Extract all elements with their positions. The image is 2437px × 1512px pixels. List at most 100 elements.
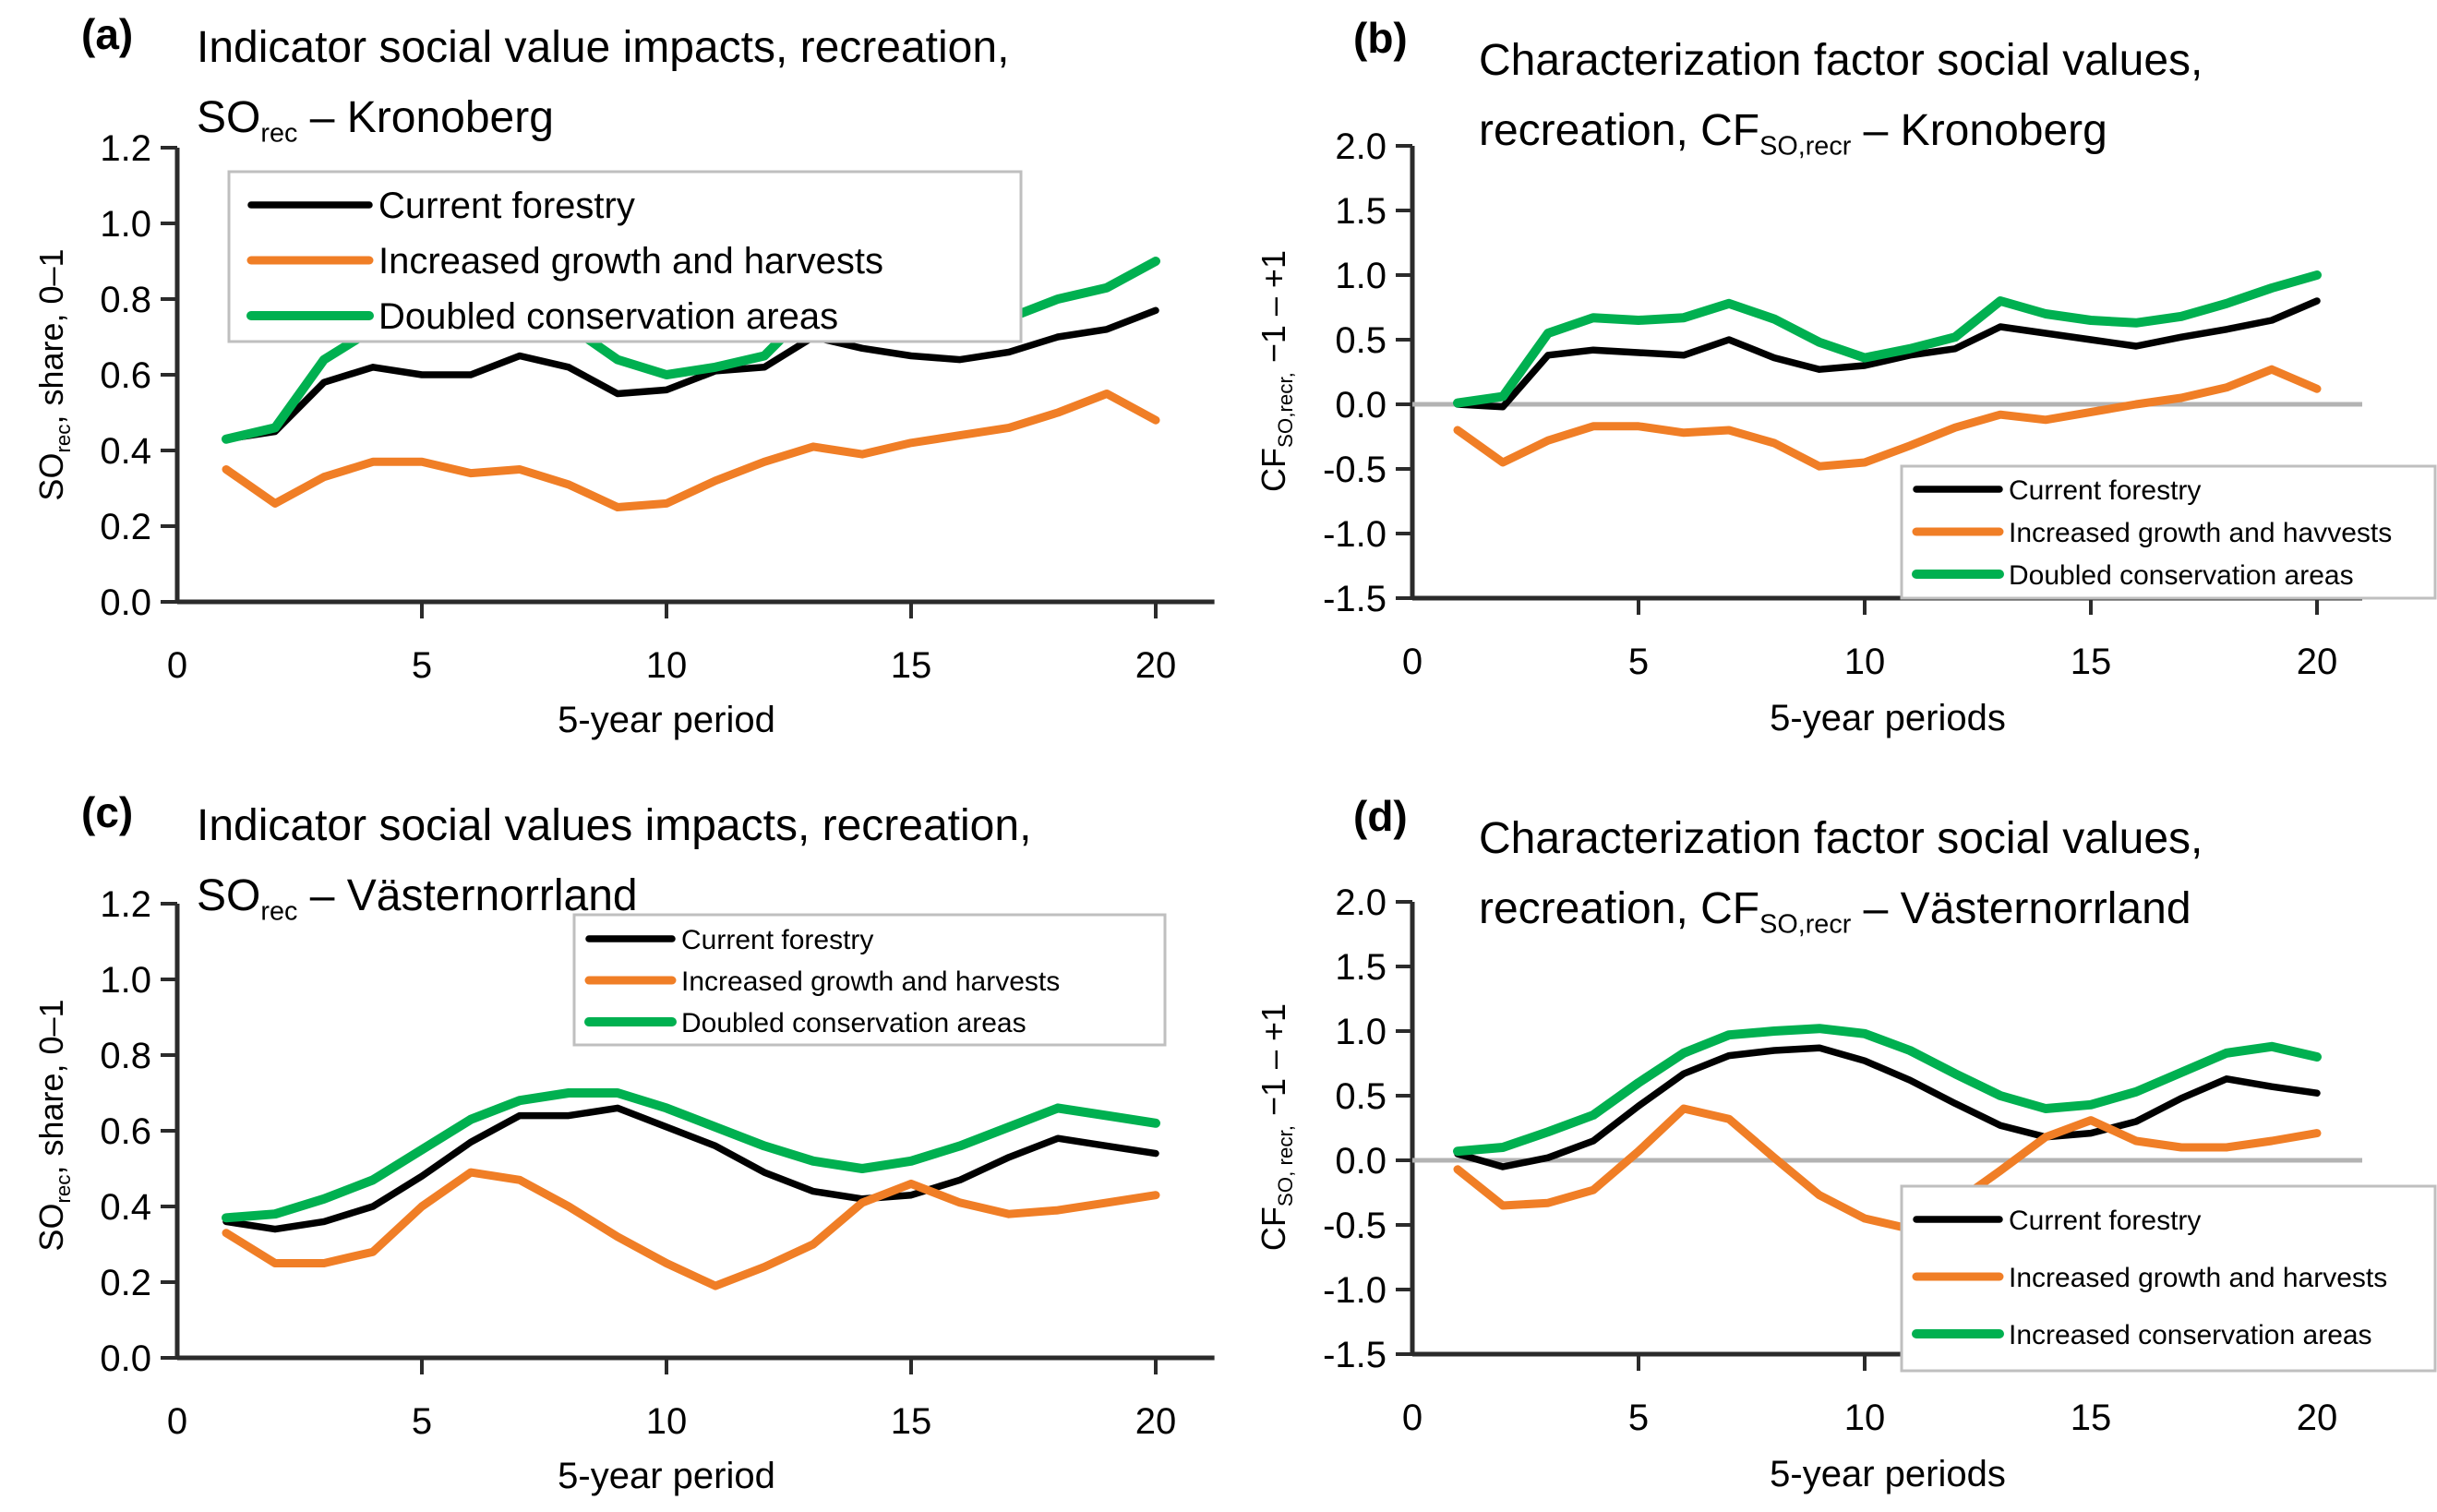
panel-title-b-line1: Characterization factor social values, — [1479, 36, 2203, 85]
panel-label-b: (b) — [1353, 14, 1408, 62]
x-tick-label: 5 — [1628, 1398, 1649, 1438]
x-tick-label: 10 — [646, 645, 688, 686]
series-line-increased-growth-and-harvests-d — [1453, 1104, 2322, 1233]
legend-label-current-forestry: Current forestry — [378, 186, 635, 226]
y-tick-label: -1.5 — [1323, 579, 1387, 619]
x-tick-label: 15 — [2071, 1398, 2112, 1438]
series-line-current-forestry-c — [222, 1104, 1159, 1233]
legend-label-increased-conservation-areas: Increased conservation areas — [2009, 1320, 2372, 1350]
series-line-current-forestry-d — [1454, 1044, 2321, 1170]
y-tick-label: 1.5 — [1335, 191, 1387, 232]
x-tick-label: 5 — [412, 645, 432, 686]
x-tick-label: 20 — [1135, 1401, 1177, 1442]
y-tick-label: 0.6 — [100, 1111, 151, 1152]
panel-title-c: Indicator social values impacts, recreat… — [197, 791, 1031, 931]
y-tick-label: 0.0 — [1335, 385, 1387, 426]
y-tick-label: -1.5 — [1323, 1335, 1387, 1375]
y-tick-label: 0.2 — [100, 1263, 151, 1303]
panel-label-c: (c) — [81, 788, 134, 836]
y-tick-label: 1.5 — [1335, 947, 1387, 988]
y-tick-label: 0.2 — [100, 507, 151, 547]
panel-title-b: Characterization factor social values, r… — [1479, 26, 2203, 166]
y-tick-label: 1.0 — [100, 960, 151, 1001]
x-axis-label-b: 5-year periods — [1770, 698, 2006, 738]
series-line-doubled-conservation-areas-c — [222, 1088, 1160, 1223]
y-tick-label: 0.5 — [1335, 1076, 1387, 1117]
series-line-current-forestry-a — [222, 306, 1159, 443]
y-tick-label: 0.5 — [1335, 320, 1387, 361]
y-tick-label: 2.0 — [1335, 126, 1387, 167]
x-tick-label: 20 — [2297, 1398, 2338, 1438]
plot-a: 0.0 0.2 0.4 0.6 0.8 1.0 1.2 0 5 10 15 20 Current for… — [100, 128, 1215, 686]
y-tick-label: -1.0 — [1323, 1270, 1387, 1311]
tick-labels-a: 0.0 0.2 0.4 0.6 0.8 1.0 1.2 0 5 10 15 20 — [100, 128, 1176, 686]
legend-label-doubled-conservation-areas: Doubled conservation areas — [378, 296, 838, 337]
axes-c — [161, 902, 1215, 1374]
x-tick-label: 15 — [2071, 642, 2112, 682]
x-tick-label: 0 — [167, 1401, 187, 1442]
y-tick-label: 0.8 — [100, 1036, 151, 1076]
panel-title-c-line2: SOrec – Västernorrland — [197, 871, 638, 927]
y-tick-label: -0.5 — [1323, 1206, 1387, 1246]
x-axis-label-d: 5-year periods — [1770, 1454, 2006, 1494]
panel-label-a: (a) — [81, 10, 134, 58]
legend-b: Current forestry Increased growth and hav… — [1900, 464, 2437, 600]
x-tick-label: 0 — [1402, 1398, 1423, 1438]
y-tick-label: 1.2 — [100, 884, 151, 925]
panel-title-b-line2: recreation, CFSO,recr – Kronoberg — [1479, 106, 2107, 162]
legend-label-current-forestry: Current forestry — [2009, 475, 2201, 506]
x-tick-label: 5 — [412, 1401, 432, 1442]
panel-b: (b) Characterization factor social value… — [1218, 0, 2437, 756]
panel-label-d: (d) — [1353, 792, 1408, 840]
series-line-increased-conservation-areas-d — [1453, 1024, 2322, 1157]
legend-a: Current forestry Increased growth and har… — [227, 170, 1023, 343]
panel-title-a-line2: SOrec – Kronoberg — [197, 93, 554, 149]
legend-label-increased-growth-and-havvests: Increased growth and havvests — [2009, 518, 2392, 548]
x-axis-label-c: 5-year period — [558, 1456, 775, 1496]
panel-title-a: Indicator social value impacts, recreati… — [197, 13, 1009, 153]
x-tick-label: 20 — [2297, 642, 2338, 682]
x-tick-label: 10 — [1844, 1398, 1886, 1438]
legend-label-doubled-conservation-areas: Doubled conservation areas — [2009, 560, 2354, 591]
panel-a: (a) Indicator social value impacts, recr… — [0, 0, 1218, 756]
tick-labels-b: -1.5 -1.0 -0.5 0.0 0.5 1.0 1.5 2.0 0 5 10 15 20 — [1323, 126, 2337, 682]
legend-c: Current forestry Increased growth and har… — [572, 913, 1167, 1047]
legend-label-increased-growth-and-harvests: Increased growth and harvests — [2009, 1263, 2387, 1293]
series-line-increased-growth-and-harvests-a — [222, 390, 1160, 511]
x-tick-label: 10 — [1844, 642, 1886, 682]
x-tick-label: 0 — [167, 645, 187, 686]
tick-labels-d: -1.5 -1.0 -0.5 0.0 0.5 1.0 1.5 2.0 0 5 10 15 20 — [1323, 882, 2337, 1438]
panel-title-d-line2: recreation, CFSO,recr – Västernorrland — [1479, 884, 2191, 940]
x-tick-label: 15 — [891, 1401, 932, 1442]
y-tick-label: 0.0 — [100, 582, 151, 623]
x-tick-label: 15 — [891, 645, 932, 686]
tick-labels-c: 0.0 0.2 0.4 0.6 0.8 1.0 1.2 0 5 10 15 20 — [100, 884, 1176, 1442]
series-line-current-forestry-b — [1454, 297, 2321, 411]
series-line-increased-growth-and-havvests-b — [1453, 365, 2322, 471]
y-tick-label: -1.0 — [1323, 514, 1387, 555]
x-tick-label: 0 — [1402, 642, 1423, 682]
series-line-increased-growth-and-harvests-c — [222, 1168, 1160, 1290]
y-tick-label: 0.8 — [100, 280, 151, 320]
panel-title-c-line1: Indicator social values impacts, recreat… — [197, 801, 1032, 850]
y-tick-label: 0.4 — [100, 431, 151, 472]
y-tick-label: 1.2 — [100, 128, 151, 169]
y-tick-label: 0.0 — [100, 1338, 151, 1379]
legend-d: Current forestry Increased growth and har… — [1900, 1184, 2437, 1373]
x-axis-label-a: 5-year period — [558, 700, 775, 740]
x-tick-label: 10 — [646, 1401, 688, 1442]
y-tick-label: 0.6 — [100, 355, 151, 396]
plot-c: 0.0 0.2 0.4 0.6 0.8 1.0 1.2 0 5 10 15 20 Current for… — [100, 884, 1215, 1442]
axes-a — [161, 146, 1215, 618]
x-tick-label: 20 — [1135, 645, 1177, 686]
panel-title-a-line1: Indicator social value impacts, recreati… — [197, 23, 1010, 72]
y-tick-label: 0.4 — [100, 1187, 151, 1228]
legend-label-increased-growth-and-harvests: Increased growth and harvests — [378, 241, 883, 282]
legend-label-current-forestry: Current forestry — [2009, 1206, 2201, 1236]
plot-b: -1.5 -1.0 -0.5 0.0 0.5 1.0 1.5 2.0 0 5 10 15 20 Curre… — [1323, 126, 2437, 682]
legend-label-current-forestry: Current forestry — [681, 925, 873, 955]
panel-title-d-line1: Characterization factor social values, — [1479, 814, 2203, 863]
plot-d: -1.5 -1.0 -0.5 0.0 0.5 1.0 1.5 2.0 0 5 10 15 20 Curre… — [1323, 882, 2437, 1438]
panel-d: (d) Characterization factor social value… — [1218, 756, 2437, 1512]
